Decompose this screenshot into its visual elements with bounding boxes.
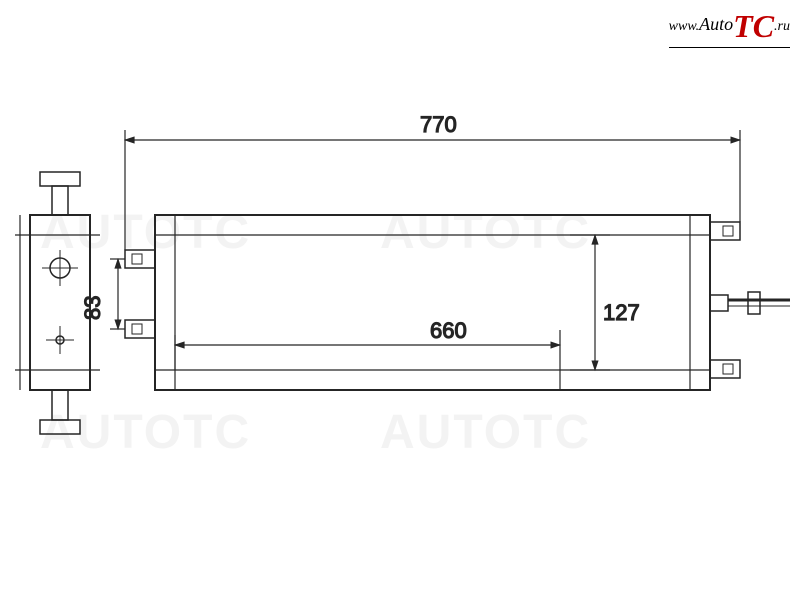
drawing-canvas: AUTOTC AUTOTC AUTOTC AUTOTC	[0, 0, 800, 600]
dim-660-text: 660	[430, 318, 467, 343]
logo-auto: Auto	[699, 14, 733, 34]
dim-770-text: 770	[420, 112, 457, 137]
logo-tc: TC	[733, 8, 774, 45]
logo-www: www.	[669, 19, 699, 34]
technical-drawing: 770 660 127 83	[0, 0, 800, 600]
dim-83-text: 83	[80, 296, 105, 320]
dim-660: 660	[175, 318, 560, 390]
dim-127-text: 127	[603, 300, 640, 325]
dim-127: 127	[570, 235, 640, 370]
logo-underline	[669, 47, 790, 48]
dim-83: 83	[80, 259, 125, 329]
front-view	[125, 215, 790, 390]
site-logo: www.AutoTC.ru	[669, 8, 790, 48]
dim-770: 770	[125, 112, 740, 250]
logo-ru: .ru	[774, 19, 790, 34]
